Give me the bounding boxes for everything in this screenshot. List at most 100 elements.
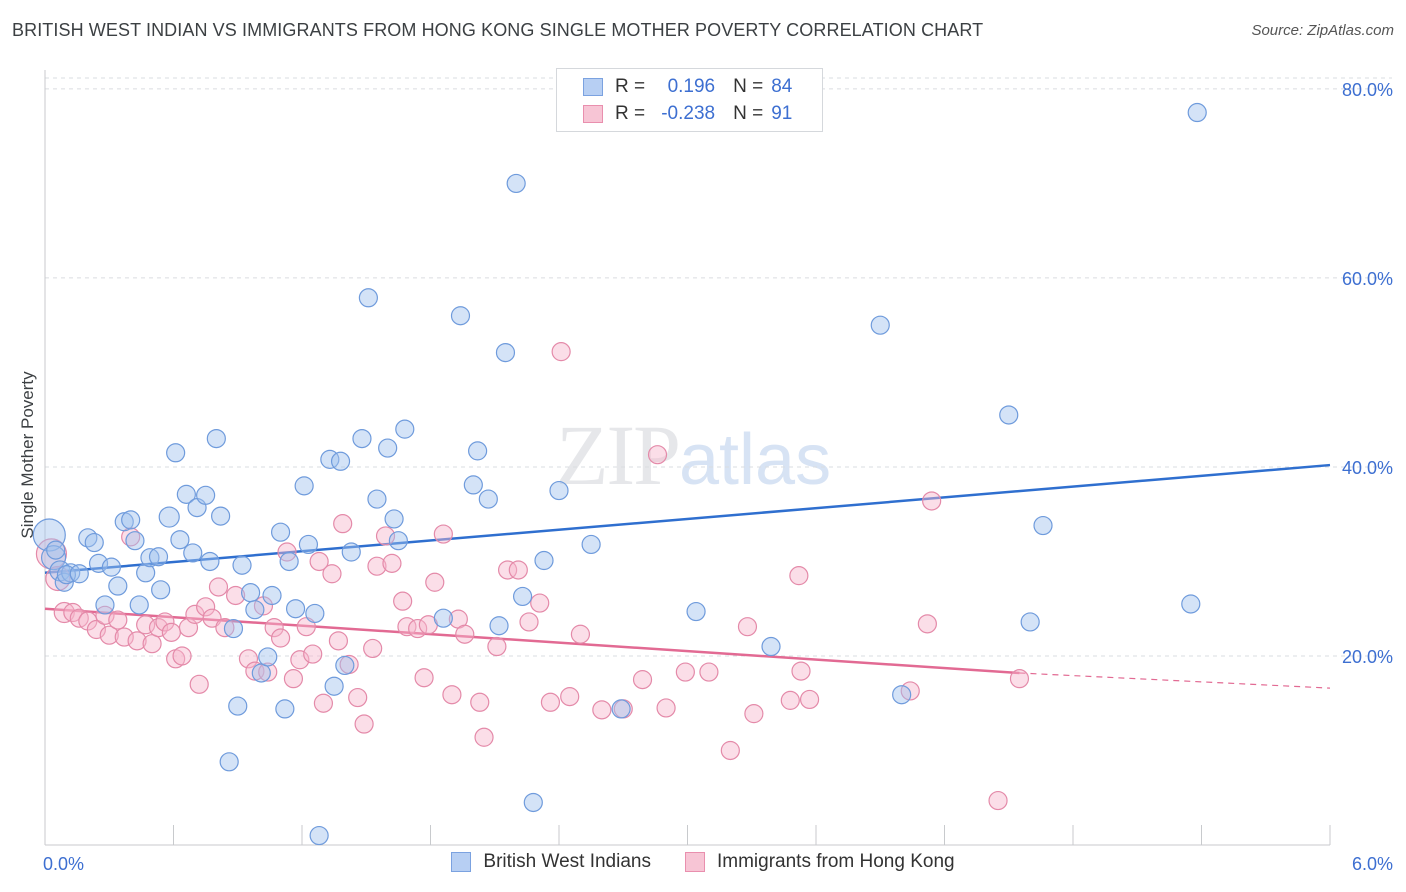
point-british-west-indians [1033,515,1053,536]
point-british-west-indians [270,522,291,542]
point-hong-kong [322,564,342,584]
legend-r-value: -0.238 [661,103,716,124]
point-british-west-indians [151,580,171,600]
point-british-west-indians [1181,594,1201,614]
point-hong-kong [789,566,809,586]
point-british-west-indians [223,618,244,639]
point-hong-kong [264,618,284,638]
point-hong-kong [540,692,561,712]
point-hong-kong [675,662,695,682]
point-british-west-indians [686,601,706,622]
point-british-west-indians [88,553,109,573]
point-hong-kong [632,670,653,690]
point-hong-kong [1009,669,1030,689]
chart-title: BRITISH WEST INDIAN VS IMMIGRANTS FROM H… [12,20,984,40]
point-hong-kong [414,668,434,688]
point-hong-kong [142,634,162,654]
y-tick-label: 80.0% [1342,80,1393,100]
point-hong-kong [202,608,222,628]
point-british-west-indians [46,540,66,560]
point-british-west-indians [495,342,516,363]
point-hong-kong [455,624,475,644]
y-tick-label: 60.0% [1342,269,1393,289]
point-hong-kong [720,740,740,761]
legend-n-label: N = [733,103,764,124]
point-british-west-indians [305,603,325,624]
y-tick-label: 20.0% [1342,647,1393,667]
point-hong-kong [560,687,580,707]
point-british-west-indians [183,543,203,563]
point-hong-kong [474,727,494,747]
point-hong-kong [303,644,323,664]
point-british-west-indians [330,451,351,471]
trendline-hong-kong-projection [1019,672,1331,689]
point-hong-kong [470,692,490,712]
point-british-west-indians [892,685,912,705]
point-british-west-indians [136,563,156,583]
legend-r-label: R = [615,76,646,97]
point-british-west-indians [1187,102,1207,123]
watermark-atlas: atlas [679,420,832,500]
point-hong-kong [799,689,820,710]
point-hong-kong [487,636,507,657]
point-british-west-indians [512,586,533,607]
point-hong-kong [348,687,368,708]
point-british-west-indians [999,405,1019,425]
point-hong-kong [508,560,528,580]
point-british-west-indians [285,599,306,619]
legend-r-label: R = [615,103,646,124]
legend-swatch-blue [583,78,603,96]
point-british-west-indians [335,655,355,676]
point-british-west-indians [108,576,128,596]
point-british-west-indians [95,595,115,615]
point-british-west-indians [489,616,509,636]
point-hong-kong [647,445,668,465]
point-british-west-indians [158,506,180,528]
point-hong-kong [354,714,374,734]
point-hong-kong [127,631,147,651]
point-hong-kong [519,612,539,632]
point-hong-kong [744,704,764,724]
point-hong-kong [208,577,229,597]
legend-swatch-blue [451,852,472,872]
point-british-west-indians [176,484,196,504]
point-hong-kong [551,342,571,362]
point-hong-kong [498,560,518,580]
point-british-west-indians [581,534,601,555]
point-british-west-indians [395,419,415,439]
legend-swatch-pink [583,105,603,123]
point-hong-kong [108,610,128,630]
point-hong-kong [791,661,811,681]
y-tick-label: 40.0% [1342,458,1393,478]
point-british-west-indians [341,542,361,562]
x-tick-label: 6.0% [1352,854,1393,874]
point-british-west-indians [378,438,398,458]
point-hong-kong [408,618,428,639]
legend-item-british-west-indians[interactable]: British West Indians [451,851,651,873]
point-british-west-indians [121,510,141,530]
point-british-west-indians [245,600,265,620]
point-hong-kong [367,556,387,576]
point-hong-kong [917,614,937,634]
legend-item-hong-kong[interactable]: Immigrants from Hong Kong [684,851,955,873]
point-british-west-indians [506,173,526,194]
point-hong-kong [95,605,115,625]
point-british-west-indians [549,480,569,501]
axis-layer [44,70,1331,846]
point-hong-kong [309,551,329,572]
point-british-west-indians [298,534,319,555]
point-british-west-indians [101,557,121,577]
point-hong-kong [328,631,349,651]
trendline-british-west-indians [44,463,1331,575]
point-british-west-indians [211,506,231,526]
point-hong-kong [258,662,278,682]
point-british-west-indians [275,699,295,719]
point-british-west-indians [309,825,329,846]
point-hong-kong [988,790,1008,811]
legend-row-pink: R = -0.238 N = 91 [583,102,792,126]
point-british-west-indians [358,288,378,308]
watermark: ZIPatlas [556,405,831,505]
point-british-west-indians [219,752,239,772]
point-british-west-indians [200,551,220,572]
point-hong-kong [238,649,259,669]
